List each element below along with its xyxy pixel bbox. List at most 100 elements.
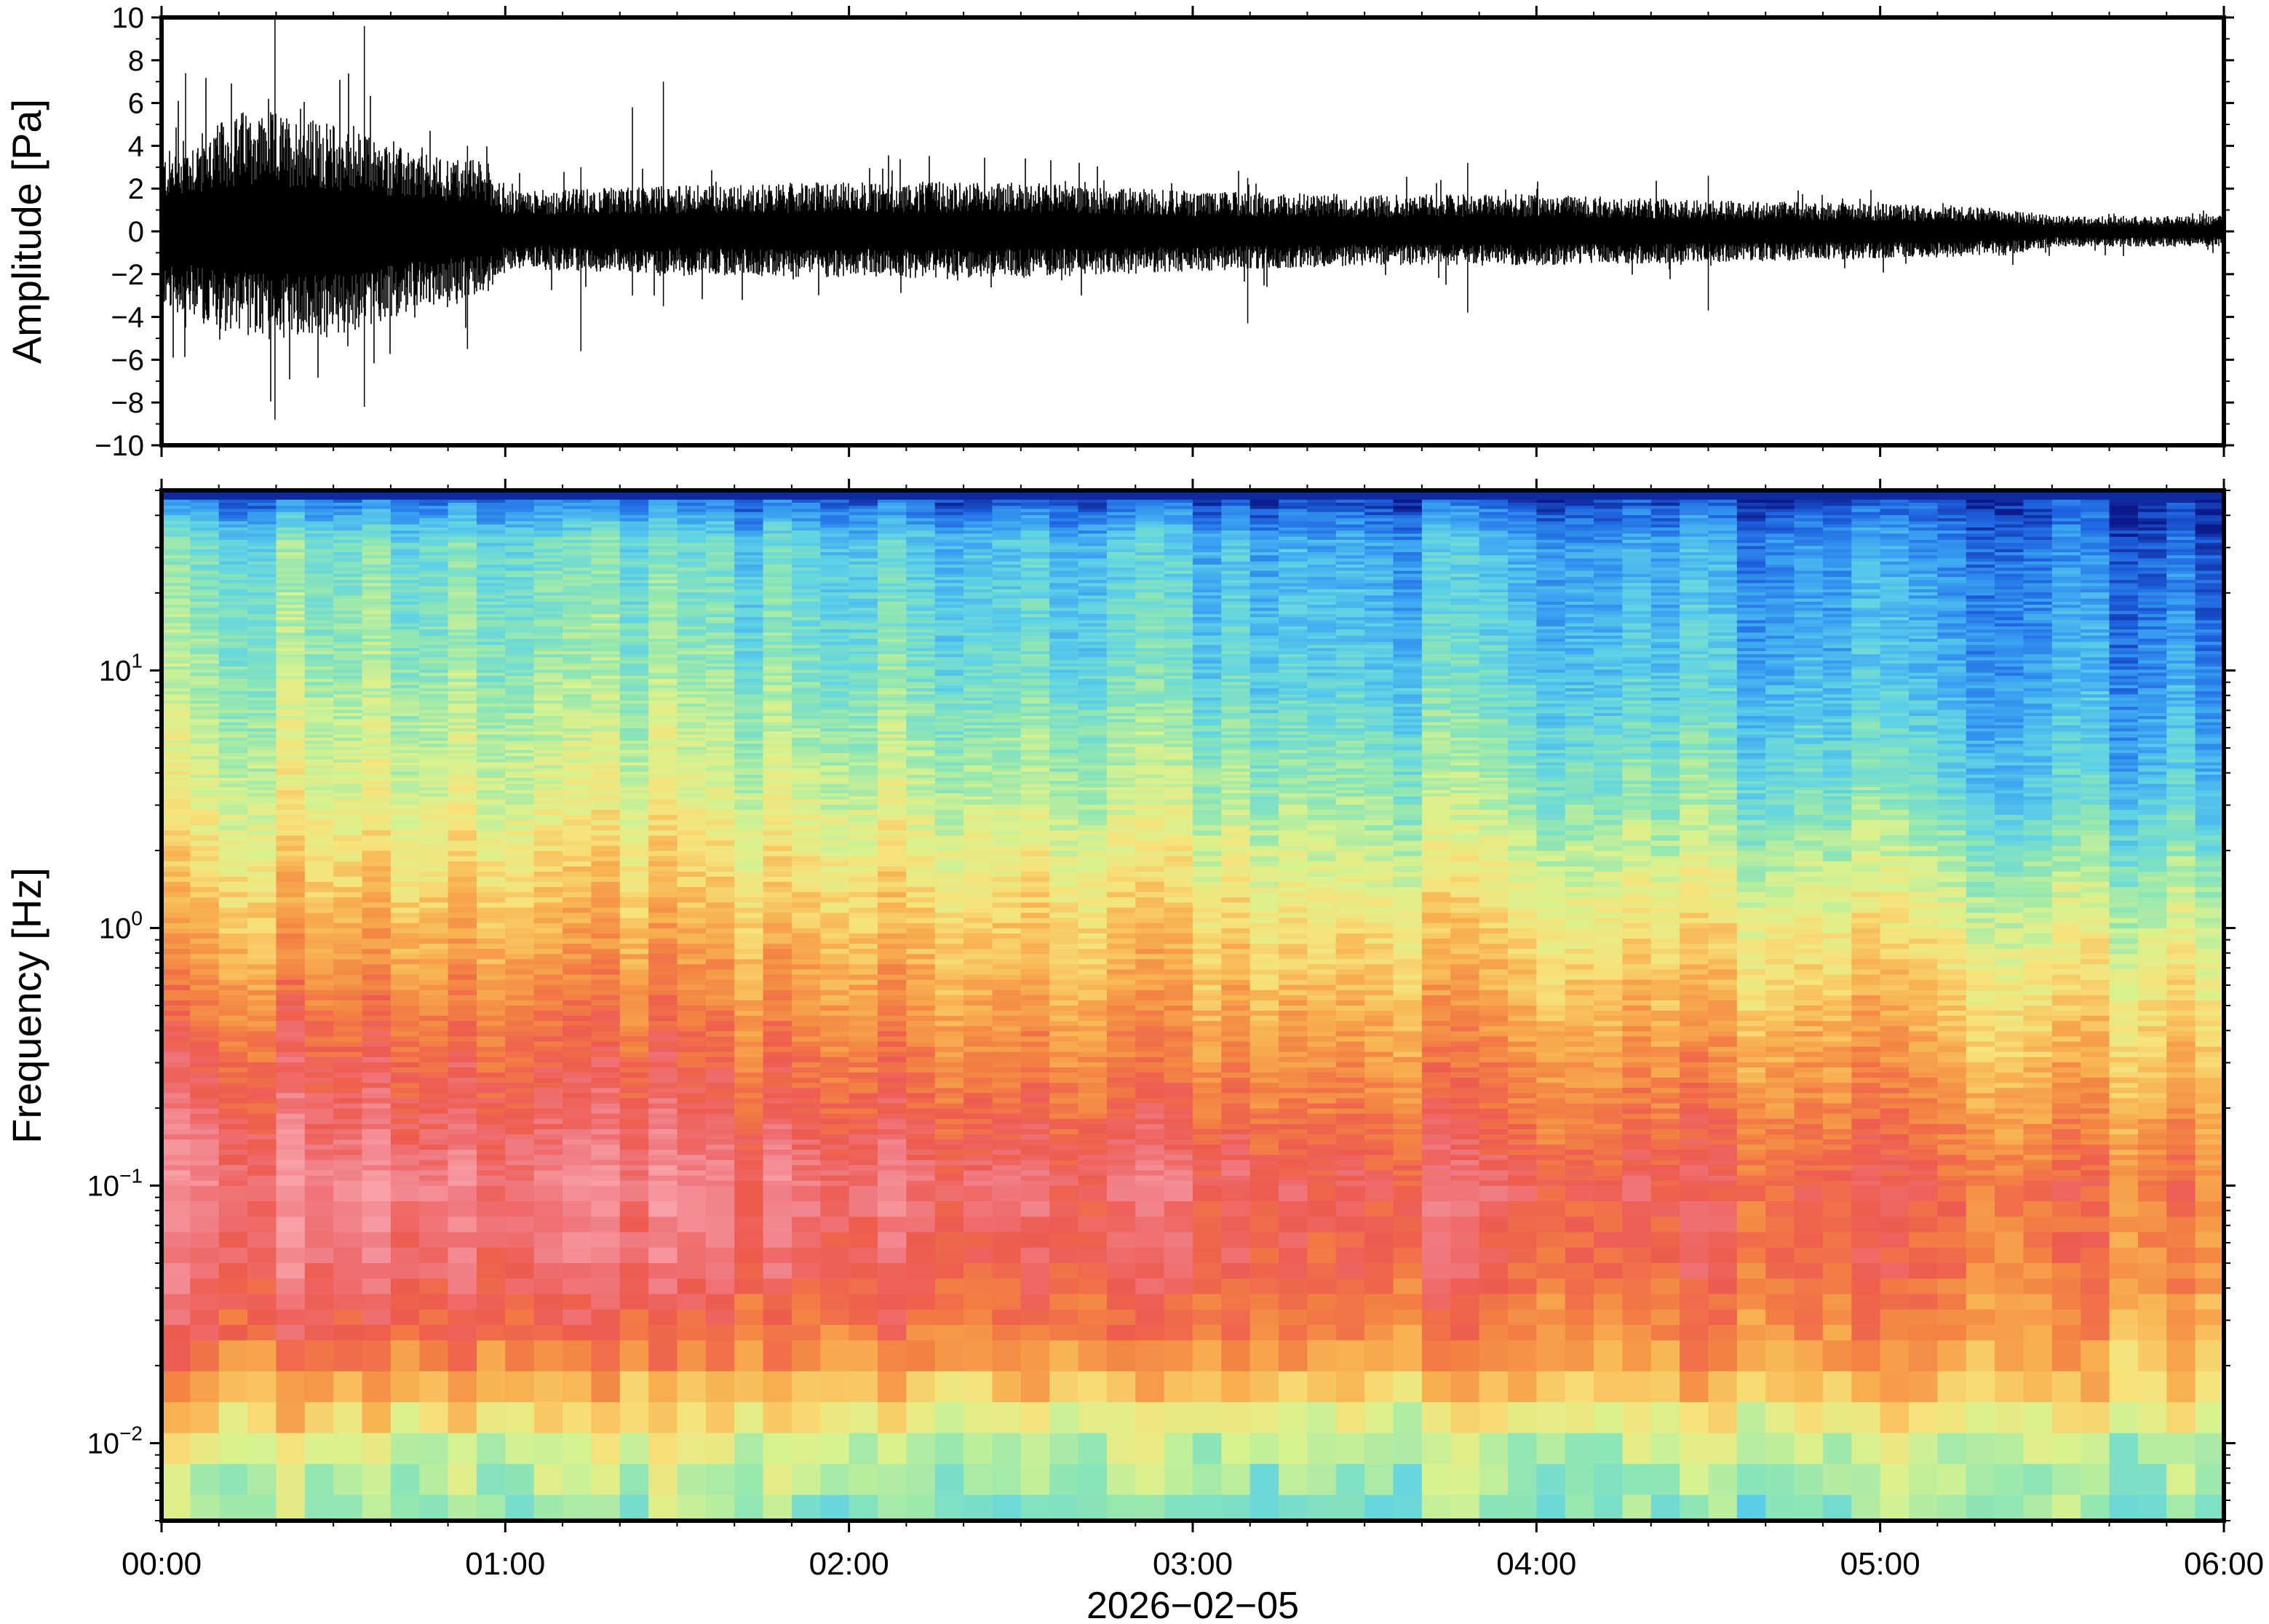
spectrogram-cell bbox=[218, 912, 248, 919]
spectrogram-cell bbox=[190, 897, 220, 904]
spectrogram-cell bbox=[190, 688, 220, 692]
spectrogram-cell bbox=[276, 694, 306, 698]
spectrogram-cell bbox=[304, 892, 334, 899]
spectrogram-cell bbox=[276, 856, 306, 862]
spectrogram-cell bbox=[619, 804, 649, 811]
spectrogram-cell bbox=[677, 979, 707, 986]
spectrogram-cell bbox=[333, 902, 363, 909]
spectrogram-cell bbox=[304, 1175, 334, 1182]
spectrogram-cell bbox=[218, 1098, 248, 1104]
spectrogram-cell bbox=[563, 1402, 592, 1434]
spectrogram-cell bbox=[791, 1134, 822, 1140]
spectrogram-cell bbox=[505, 969, 535, 976]
spectrogram-cell bbox=[734, 1062, 764, 1068]
spectrogram-cell bbox=[276, 1108, 306, 1115]
spectrogram-cell bbox=[791, 866, 822, 872]
spectrogram-cell bbox=[476, 1093, 506, 1099]
spectrogram-cell bbox=[162, 1185, 191, 1202]
spectrogram-cell bbox=[390, 1067, 421, 1073]
spectrogram-cell bbox=[247, 632, 277, 637]
spectrogram-cell bbox=[533, 1145, 563, 1151]
spectrogram-cell bbox=[333, 1247, 363, 1264]
spectrogram-cell bbox=[763, 1185, 792, 1202]
spectrogram-cell bbox=[591, 840, 621, 847]
spectrogram-cell bbox=[162, 840, 191, 847]
spectrogram-cell bbox=[591, 990, 621, 996]
spectrogram-cell bbox=[849, 949, 878, 955]
spectrogram-cell bbox=[448, 835, 477, 842]
spectrogram-cell bbox=[190, 1232, 220, 1249]
spectrogram-cell bbox=[247, 1402, 277, 1434]
spectrogram-cell bbox=[304, 1118, 334, 1125]
spectrogram-cell bbox=[448, 1067, 477, 1073]
spectrogram-cell bbox=[563, 1309, 592, 1326]
spectrogram-cell bbox=[476, 1006, 506, 1011]
spectrogram-cell bbox=[677, 1217, 707, 1233]
spectrogram-cell bbox=[190, 774, 220, 779]
spectrogram-cell bbox=[218, 617, 248, 621]
spectrogram-cell bbox=[849, 1083, 878, 1089]
spectrogram-cell bbox=[333, 1165, 363, 1171]
spectrogram-cell bbox=[218, 959, 248, 966]
spectrogram-cell bbox=[162, 697, 191, 701]
spectrogram-cell bbox=[362, 1247, 392, 1264]
spectrogram-cell bbox=[162, 1145, 191, 1151]
spectrogram-cell bbox=[333, 1026, 363, 1032]
spectrogram-cell bbox=[276, 887, 306, 893]
spectrogram-cell bbox=[162, 576, 191, 581]
spectrogram-cell bbox=[505, 809, 535, 816]
spectrogram-cell bbox=[791, 1031, 822, 1038]
spectrogram-cell bbox=[419, 1340, 449, 1372]
spectrogram-cell bbox=[505, 1011, 535, 1016]
spectrogram-cell bbox=[362, 1340, 392, 1372]
spectrogram-cell bbox=[505, 1129, 535, 1135]
spectrogram-cell bbox=[763, 809, 792, 816]
spectrogram-cell bbox=[304, 496, 334, 501]
spectrogram-cell bbox=[218, 524, 248, 528]
spectrogram-cell bbox=[304, 589, 334, 593]
spectrogram-cell bbox=[247, 1145, 277, 1151]
spectrogram-cell bbox=[218, 1278, 248, 1295]
spectrogram-cell bbox=[705, 1006, 736, 1011]
spectrogram-cell bbox=[218, 1155, 248, 1161]
spectrogram-cell bbox=[190, 663, 220, 667]
spectrogram-cell bbox=[648, 949, 678, 955]
spectrogram-cell bbox=[677, 882, 707, 888]
spectrogram-cell bbox=[190, 964, 220, 971]
spectrogram-cell bbox=[820, 1139, 850, 1145]
spectrogram-cell bbox=[218, 675, 248, 680]
spectrogram-cell bbox=[304, 990, 334, 996]
spectrogram-cell bbox=[734, 1371, 764, 1403]
spectrogram-cell bbox=[677, 1180, 707, 1187]
spectrogram-cell bbox=[276, 1036, 306, 1043]
spectrogram-cell bbox=[820, 1041, 850, 1048]
spectrogram-cell bbox=[333, 539, 363, 544]
spectrogram-cell bbox=[247, 586, 277, 590]
spectrogram-cell bbox=[763, 933, 792, 939]
spectrogram-cell bbox=[247, 512, 277, 516]
spectrogram-cell bbox=[763, 1180, 792, 1187]
spectrogram-cell bbox=[619, 1051, 649, 1058]
spectrogram-cell bbox=[619, 892, 649, 899]
spectrogram-cell bbox=[705, 974, 736, 981]
spectrogram-cell bbox=[476, 1324, 506, 1341]
spectrogram-cell bbox=[505, 1170, 535, 1177]
spectrogram-cell bbox=[419, 1056, 449, 1063]
spectrogram-cell bbox=[162, 706, 191, 711]
spectrogram-cell bbox=[734, 1113, 764, 1120]
spectrogram-cell bbox=[533, 902, 563, 909]
spectrogram-cell bbox=[190, 845, 220, 852]
spectrogram-cell bbox=[648, 902, 678, 909]
spectrogram-cell bbox=[190, 744, 220, 748]
spectrogram-cell bbox=[734, 979, 764, 986]
spectrogram-cell bbox=[820, 974, 850, 981]
spectrogram-cell bbox=[820, 871, 850, 877]
spectrogram-cell bbox=[820, 892, 850, 899]
spectrogram-cell bbox=[791, 1051, 822, 1058]
spectrogram-cell bbox=[533, 1051, 563, 1058]
spectrogram-cell bbox=[247, 979, 277, 986]
spectrogram-cell bbox=[190, 570, 220, 575]
spectrogram-cell bbox=[476, 1041, 506, 1048]
spectrogram-cell bbox=[304, 771, 334, 776]
spectrogram-cell bbox=[276, 731, 306, 736]
